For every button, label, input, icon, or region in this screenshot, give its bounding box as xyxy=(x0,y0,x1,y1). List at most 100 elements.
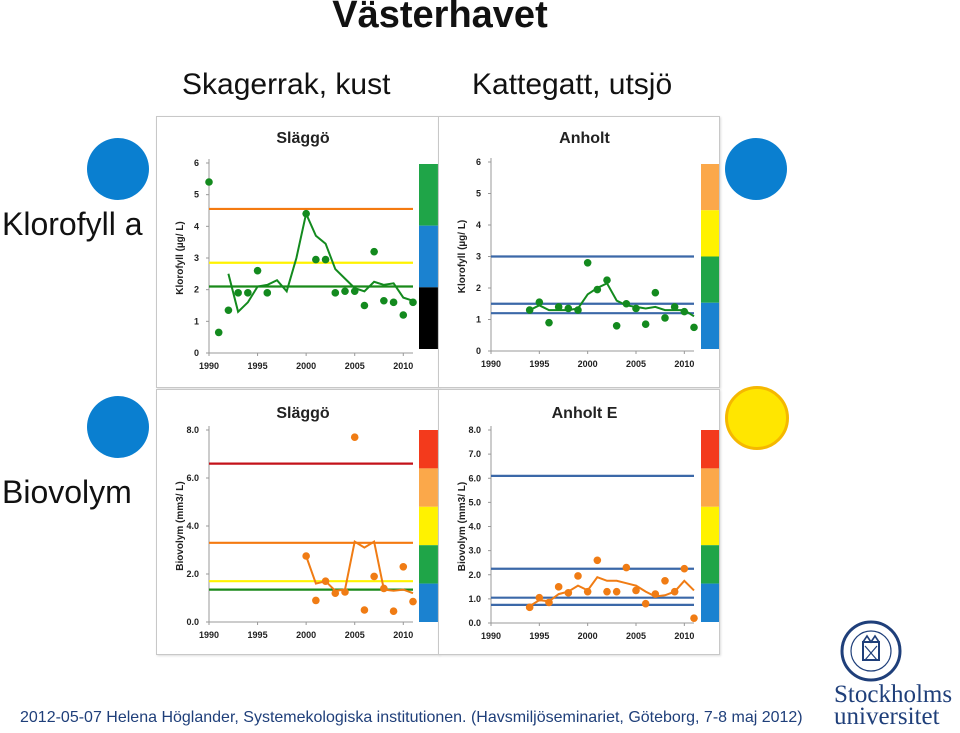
data-point xyxy=(651,288,660,297)
status-circle-skagerrak-klorofyll xyxy=(87,138,149,200)
y-tick-label: 2.0 xyxy=(186,569,199,579)
chart-anholt-e-biovolym: Anholt E Biovolym (mm3/ L) 0.0 1.0 2.0 3.0 4.0… xyxy=(457,405,719,641)
x-tick-label: 1995 xyxy=(248,361,268,371)
status-circle-skagerrak-biovolym xyxy=(87,396,149,458)
y-axis-label: Biovolym (mm3/ L) xyxy=(457,482,468,571)
x-tick-label: 2000 xyxy=(296,361,316,371)
y-tick-label: 1 xyxy=(194,316,199,326)
data-point xyxy=(525,603,534,612)
y-tick-label: 2 xyxy=(476,283,481,293)
data-point xyxy=(690,323,698,332)
data-point xyxy=(389,298,398,307)
data-point xyxy=(612,322,621,330)
y-axis-label: Klorofyll (µg/ L) xyxy=(457,220,468,294)
data-point xyxy=(593,285,602,294)
data-point xyxy=(399,563,408,571)
data-point xyxy=(525,306,534,314)
data-point xyxy=(350,287,359,296)
trend-line xyxy=(227,210,414,314)
x-tick-label: 2010 xyxy=(393,630,413,640)
chart-title: Anholt E xyxy=(552,405,618,422)
status-circle-kattegatt-biovolym xyxy=(725,386,789,450)
data-point xyxy=(535,298,544,306)
y-tick-label: 6 xyxy=(194,158,199,168)
x-tick-label: 1990 xyxy=(481,359,501,369)
y-axis-label: Klorofyll (µg/ L) xyxy=(175,221,186,295)
data-point xyxy=(574,572,582,580)
data-point xyxy=(583,587,592,596)
data-point xyxy=(641,320,650,329)
data-point xyxy=(409,298,417,307)
data-point xyxy=(244,289,252,297)
y-tick-label: 5.0 xyxy=(468,497,481,507)
data-point xyxy=(564,304,573,313)
scale-band xyxy=(419,287,439,349)
x-tick-label: 2000 xyxy=(578,631,598,641)
data-point xyxy=(690,614,698,622)
y-tick-label: 0.0 xyxy=(186,617,199,627)
x-tick-label: 1995 xyxy=(248,630,268,640)
x-tick-label: 2005 xyxy=(626,631,646,641)
chart-panel-anholt-klorofyll: Anholt Klorofyll (µg/ L) 0 1 2 3 4 5 6 1990 1995 20… xyxy=(438,116,720,388)
y-tick-label: 4.0 xyxy=(468,522,481,532)
x-tick-label: 2005 xyxy=(626,359,646,369)
column-heading-kattegatt: Kattegatt, utsjö xyxy=(472,68,673,101)
data-point xyxy=(554,583,563,591)
chart-slaggo-klorofyll: Släggö Klorofyll (µg/ L) 0 1 2 3 4 5 6 1990 1995 20… xyxy=(175,130,439,371)
data-point xyxy=(389,607,398,615)
data-point xyxy=(680,307,689,316)
data-point xyxy=(234,289,242,297)
data-point xyxy=(321,255,330,264)
y-tick-label: 0.0 xyxy=(468,618,481,628)
y-tick-label: 6.0 xyxy=(468,473,481,483)
y-tick-label: 8.0 xyxy=(468,425,481,435)
data-point xyxy=(263,289,272,297)
column-heading-skagerrak: Skagerrak, kust xyxy=(182,68,391,101)
x-tick-label: 1995 xyxy=(529,631,549,641)
row-label-klorofyll: Klorofyll a xyxy=(2,206,143,242)
y-tick-label: 6 xyxy=(476,157,481,167)
trend-line xyxy=(529,281,695,318)
y-tick-label: 0 xyxy=(194,348,199,358)
data-point xyxy=(574,306,582,314)
data-point xyxy=(409,597,417,606)
y-axis-label: Biovolym (mm3/ L) xyxy=(175,481,186,570)
x-tick-label: 2010 xyxy=(674,631,694,641)
scale-band xyxy=(419,164,439,226)
data-point xyxy=(321,577,330,585)
x-tick-label: 1990 xyxy=(481,631,501,641)
data-point xyxy=(360,301,369,310)
y-tick-label: 4 xyxy=(476,220,481,230)
y-tick-label: 6.0 xyxy=(186,473,199,483)
data-point xyxy=(651,590,660,598)
status-circle-kattegatt-klorofyll xyxy=(725,138,787,200)
data-point xyxy=(632,586,640,595)
data-point xyxy=(661,576,669,585)
data-point xyxy=(632,304,640,313)
data-point xyxy=(224,306,233,315)
chart-panel-anholt-e-biovolym: Anholt E Biovolym (mm3/ L) 0.0 1.0 2.0 3.0 4.0… xyxy=(438,389,720,655)
logo-line-2: universitet xyxy=(834,703,940,730)
data-point xyxy=(583,259,592,267)
x-tick-label: 2000 xyxy=(296,630,316,640)
x-tick-label: 1990 xyxy=(199,361,219,371)
y-tick-label: 8.0 xyxy=(186,425,199,435)
data-point xyxy=(554,303,563,311)
data-point xyxy=(661,314,669,322)
x-tick-label: 2000 xyxy=(578,359,598,369)
data-point xyxy=(331,289,340,297)
scale-band xyxy=(701,468,719,507)
scale-band xyxy=(701,583,719,622)
scale-band xyxy=(701,210,719,257)
scale-band xyxy=(701,164,719,211)
scale-band xyxy=(419,506,439,546)
chart-anholt-klorofyll: Anholt Klorofyll (µg/ L) 0 1 2 3 4 5 6 1990 1995 20… xyxy=(457,130,719,369)
data-point xyxy=(641,599,650,608)
data-point xyxy=(545,318,553,327)
scale-band xyxy=(701,430,719,469)
y-tick-label: 0 xyxy=(476,346,481,356)
data-point xyxy=(535,593,544,602)
data-point xyxy=(564,589,573,597)
data-point xyxy=(350,433,359,441)
trend-line xyxy=(305,539,414,595)
